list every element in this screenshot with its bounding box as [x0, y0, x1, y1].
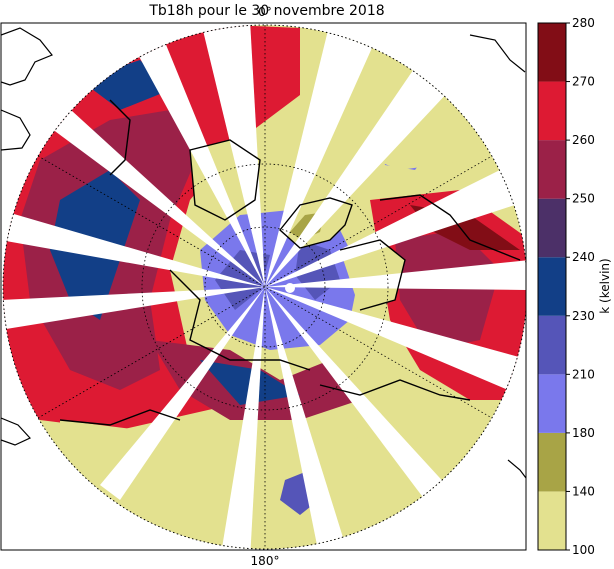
colorbar-band: [538, 198, 566, 258]
colorbar-tick-label: 240: [572, 250, 595, 264]
colorbar-band: [538, 315, 566, 375]
colorbar-band: [538, 257, 566, 316]
outer-coastlines: [1, 27, 526, 479]
meridian-label-top: 0°: [258, 5, 272, 19]
colorbar-label: k (kelvin): [598, 258, 612, 313]
meridian-label-bottom: 180°: [251, 554, 280, 568]
colorbar-tick-label: 260: [572, 133, 595, 147]
missing-data-swaths: [3, 25, 526, 549]
colorbar-bands: [538, 23, 566, 550]
colorbar-frame: [537, 22, 567, 551]
colorbar-ticks: 280 270 260 250 240 230 210 180 140 100: [566, 16, 595, 557]
colorbar-tick-label: 140: [572, 484, 595, 498]
colorbar: 280 270 260 250 240 230 210 180 140 100 k (kelvin…: [537, 16, 612, 557]
colorbar-band: [538, 140, 566, 199]
colorbar-tick-label: 180: [572, 426, 595, 440]
colorbar-band: [538, 374, 566, 433]
brightness-temperature-field: [3, 25, 526, 549]
siberia-land: [340, 240, 405, 310]
colorbar-band: [538, 81, 566, 141]
colorbar-tick-label: 100: [572, 543, 595, 557]
colorbar-band: [538, 491, 566, 550]
graticule: [3, 25, 526, 549]
colorbar-tick-label: 280: [572, 16, 595, 30]
colorbar-tick-label: 210: [572, 367, 595, 381]
colorbar-tick-label: 230: [572, 309, 595, 323]
ocean-right-mid: [395, 230, 500, 350]
colorbar-tick-label: 270: [572, 75, 595, 89]
map-title: Tb18h pour le 30 novembre 2018: [149, 3, 385, 19]
colorbar-band: [538, 432, 566, 492]
colorbar-band: [538, 23, 566, 82]
polar-map: 0° 180°: [0, 5, 527, 568]
coastlines: [59, 99, 521, 426]
sea-ice-inner: [215, 250, 270, 310]
colorbar-tick-label: 250: [572, 192, 595, 206]
map-frame: [0, 22, 527, 551]
